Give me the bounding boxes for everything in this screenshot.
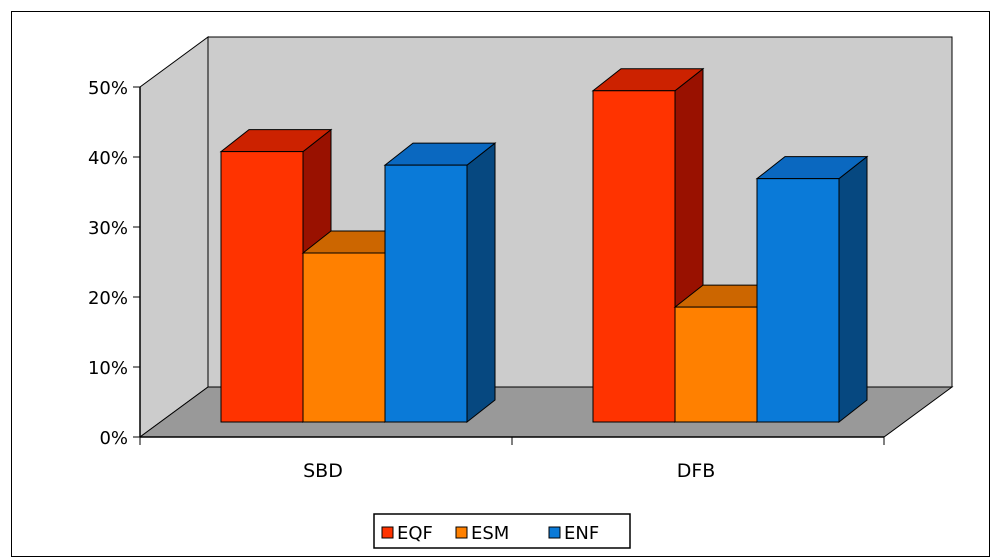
bar-enf-sbd [383, 142, 497, 424]
y-tick-label-10: 10% [88, 358, 128, 379]
y-tick-label-30: 30% [88, 218, 128, 239]
legend: EQF ESM ENF [373, 513, 631, 549]
category-labels: SBD DFB [303, 460, 715, 482]
legend-box [373, 513, 631, 549]
bar-side [466, 142, 496, 424]
chart-axes [133, 86, 885, 445]
bar-side [838, 155, 868, 424]
y-tick-label-20: 20% [88, 288, 128, 309]
bar-front [756, 178, 840, 423]
bar-front [592, 90, 676, 423]
bar-front [302, 252, 386, 423]
y-tick-label-50: 50% [88, 78, 128, 99]
category-label-sbd: SBD [303, 460, 343, 482]
chart-bars [219, 67, 869, 424]
legend-swatch-esm [455, 526, 468, 539]
legend-swatch-enf [548, 526, 561, 539]
y-tick-label-0: 0% [99, 428, 128, 449]
bar-front [674, 306, 758, 423]
bar-front [220, 151, 304, 423]
legend-swatch-eqf [381, 526, 394, 539]
legend-label-eqf: EQF [397, 523, 433, 544]
legend-label-enf: ENF [564, 523, 599, 544]
side-wall [139, 36, 209, 438]
bar-front [384, 164, 468, 423]
legend-label-esm: ESM [471, 523, 509, 544]
y-tick-label-40: 40% [88, 148, 128, 169]
bar-enf-dfb [755, 155, 869, 424]
y-axis-tick-labels: 0% 10% 20% 30% 40% 50% [88, 78, 128, 449]
category-label-dfb: DFB [677, 460, 716, 482]
